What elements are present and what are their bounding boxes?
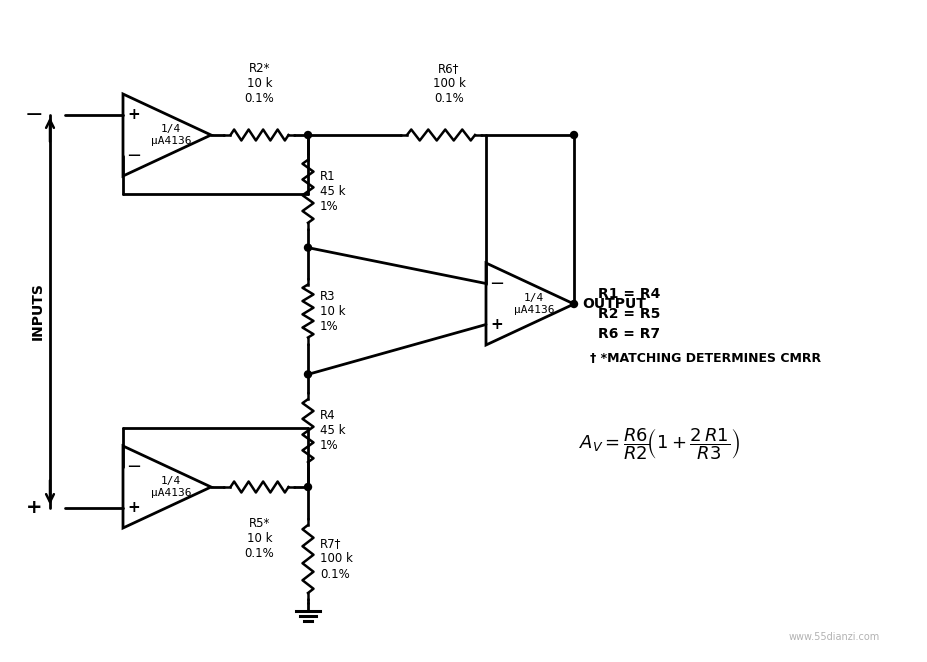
- Text: R7†
100 k
0.1%: R7† 100 k 0.1%: [320, 538, 352, 581]
- Text: 1/4
μA4136: 1/4 μA4136: [150, 476, 191, 498]
- Text: † *MATCHING DETERMINES CMRR: † *MATCHING DETERMINES CMRR: [590, 352, 820, 365]
- Text: www.55dianzi.com: www.55dianzi.com: [788, 632, 879, 642]
- Circle shape: [304, 371, 311, 378]
- Circle shape: [304, 483, 311, 491]
- Text: R6†
100 k
0.1%: R6† 100 k 0.1%: [432, 62, 465, 105]
- Text: $A_V = \dfrac{R6}{R2}\!\left(1 + \dfrac{2\,R1}{R3}\right)$: $A_V = \dfrac{R6}{R2}\!\left(1 + \dfrac{…: [578, 426, 740, 462]
- Text: −: −: [489, 275, 504, 293]
- Text: R2*
10 k
0.1%: R2* 10 k 0.1%: [245, 62, 274, 105]
- Text: R5*
10 k
0.1%: R5* 10 k 0.1%: [245, 517, 274, 560]
- Text: R1
45 k
1%: R1 45 k 1%: [320, 170, 345, 213]
- Text: R1 = R4: R1 = R4: [597, 287, 660, 301]
- Text: +: +: [128, 107, 140, 122]
- Text: −: −: [126, 146, 142, 164]
- Text: +: +: [26, 498, 43, 517]
- Text: OUTPUT: OUTPUT: [581, 297, 645, 311]
- Text: 1/4
μA4136: 1/4 μA4136: [150, 124, 191, 146]
- Text: −: −: [126, 457, 142, 475]
- Text: 1/4
μA4136: 1/4 μA4136: [514, 293, 553, 315]
- Text: −: −: [25, 105, 44, 124]
- Text: R6 = R7: R6 = R7: [597, 327, 659, 341]
- Text: R3
10 k
1%: R3 10 k 1%: [320, 289, 345, 332]
- Circle shape: [304, 244, 311, 251]
- Circle shape: [304, 132, 311, 138]
- Text: +: +: [128, 500, 140, 515]
- Circle shape: [570, 301, 577, 308]
- Text: INPUTS: INPUTS: [31, 282, 44, 340]
- Circle shape: [570, 132, 577, 138]
- Text: +: +: [490, 317, 502, 332]
- Text: R2 = R5: R2 = R5: [597, 307, 660, 321]
- Text: R4
45 k
1%: R4 45 k 1%: [320, 409, 345, 452]
